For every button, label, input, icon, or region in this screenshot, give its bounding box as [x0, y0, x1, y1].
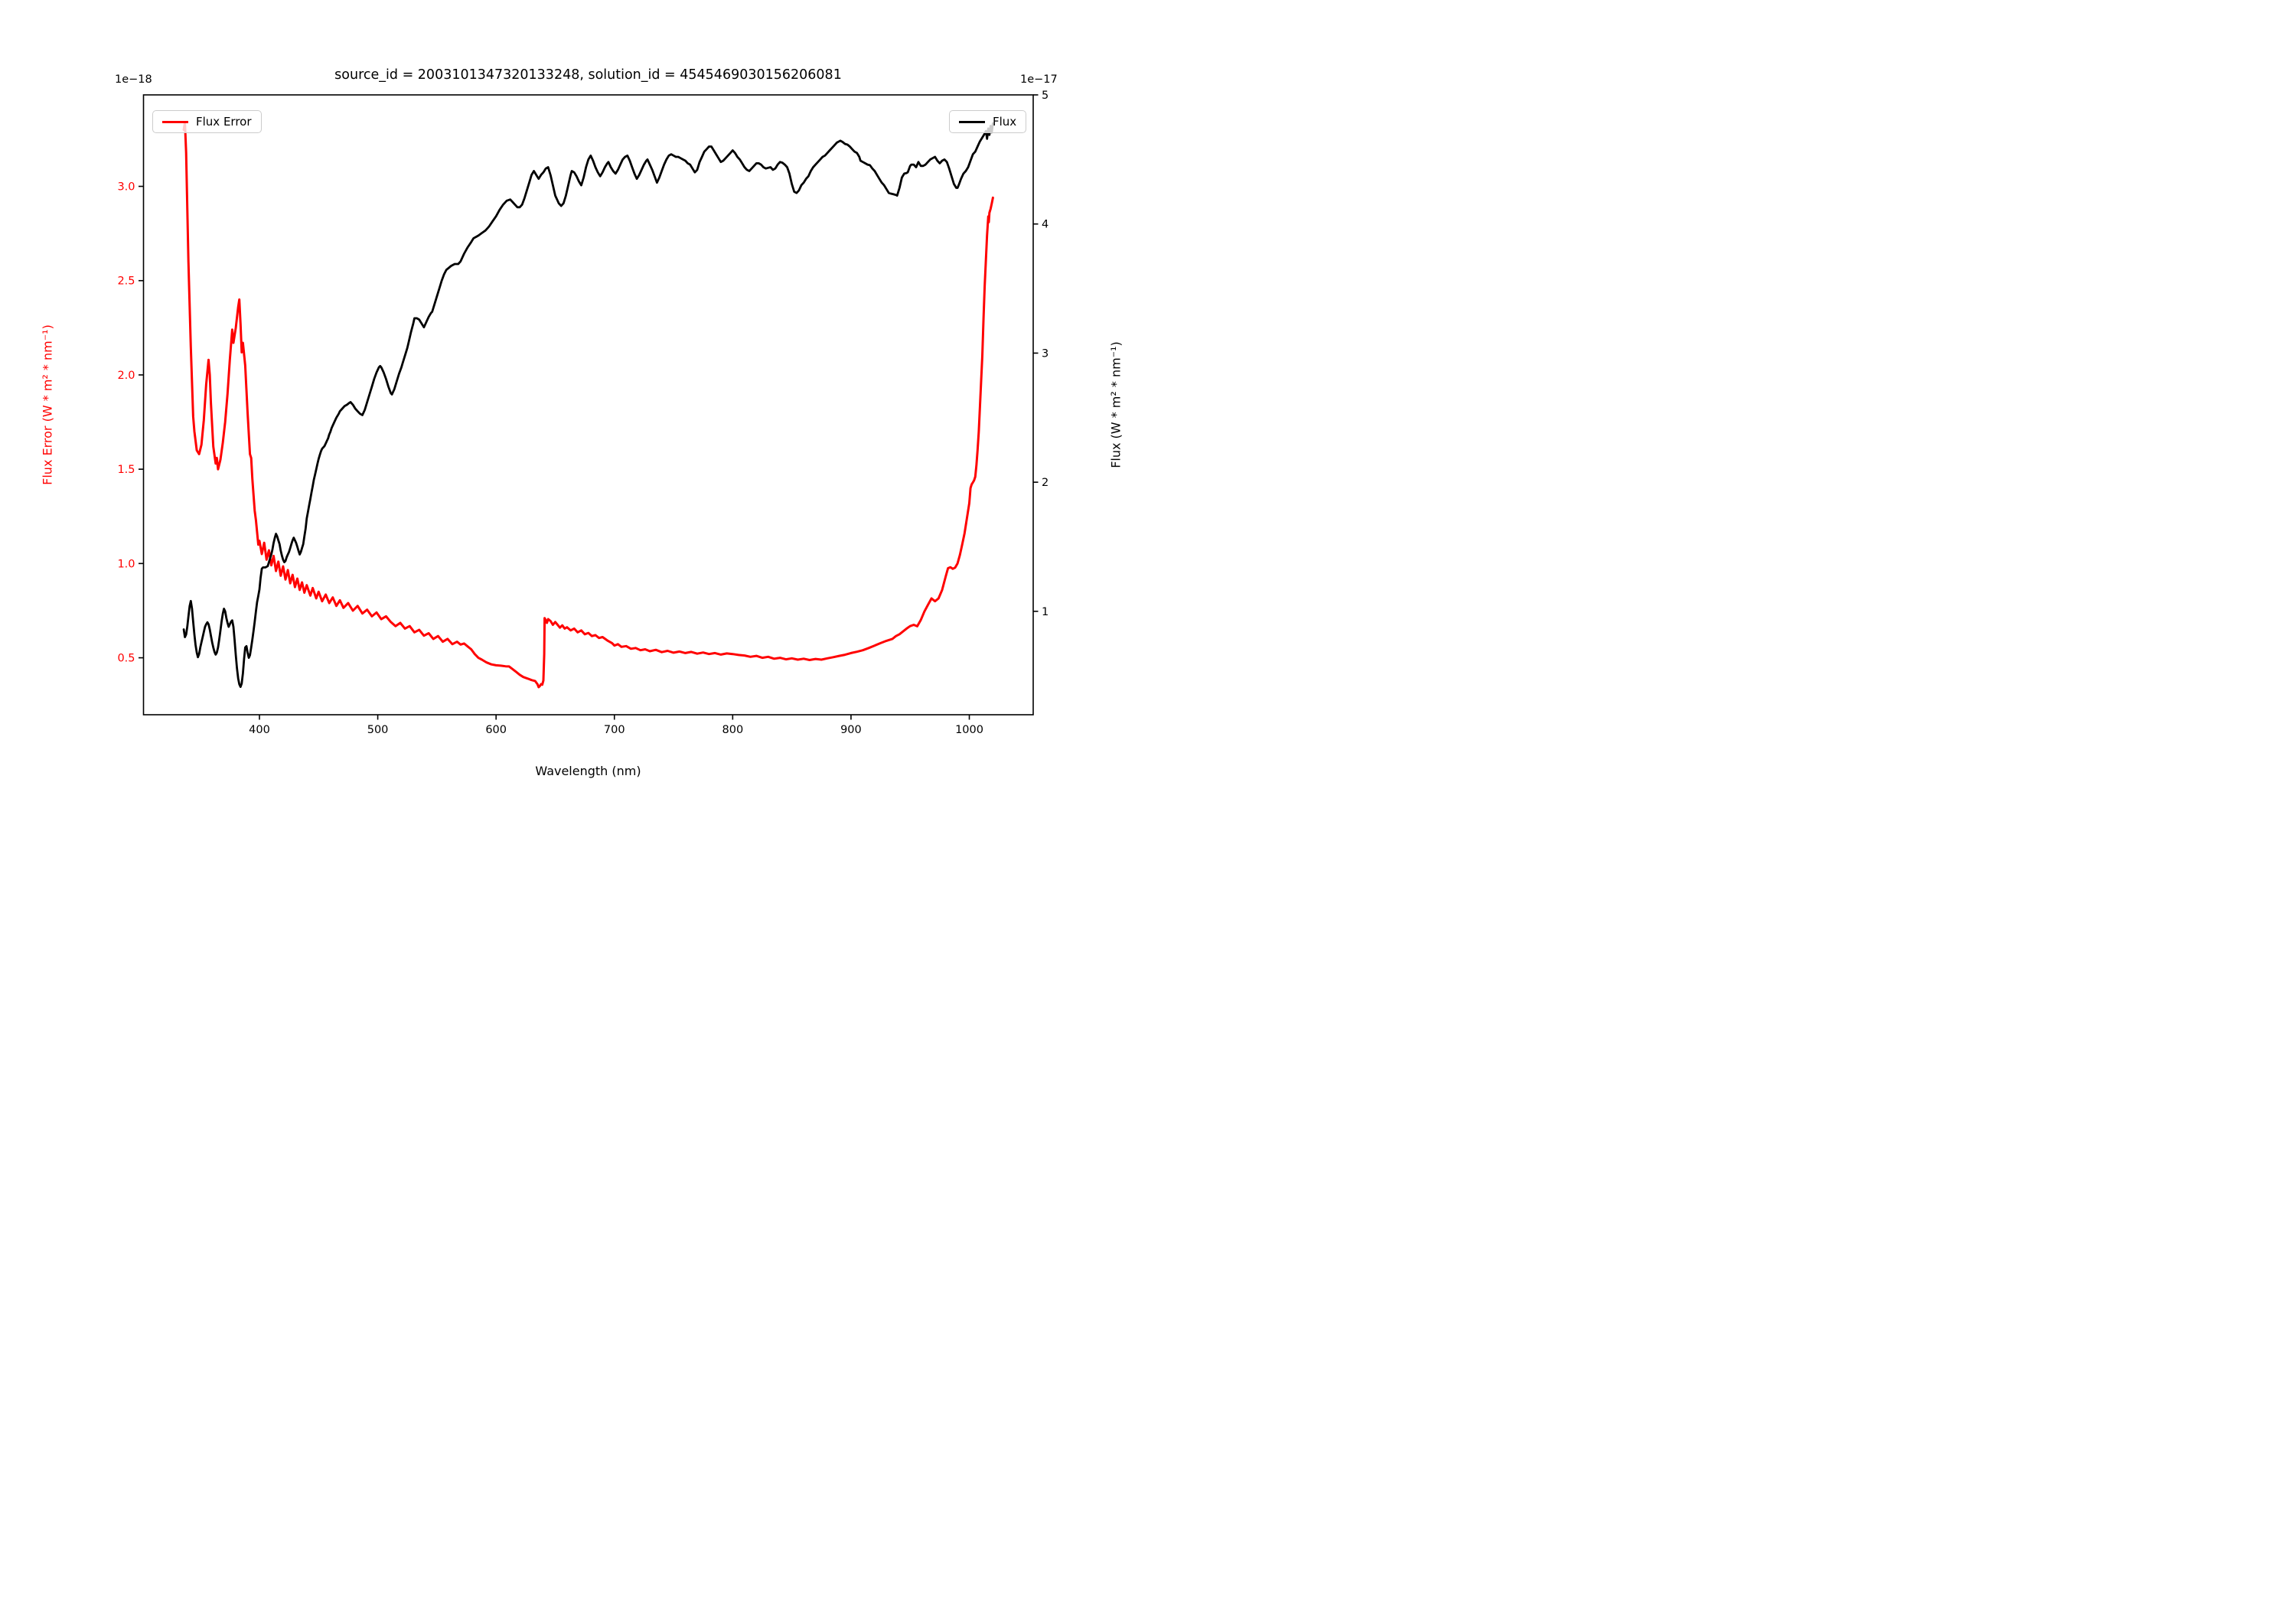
right-y-axis-label: Flux (W * m² * nm⁻¹) — [1108, 341, 1124, 468]
legend-label-flux-error: Flux Error — [196, 115, 252, 129]
svg-text:800: 800 — [722, 724, 744, 736]
flux-line-sample — [959, 120, 985, 123]
svg-text:4: 4 — [1042, 219, 1049, 231]
right-axis-scale-offset: 1e−17 — [1020, 73, 1058, 86]
svg-text:1.0: 1.0 — [117, 558, 135, 570]
svg-text:600: 600 — [485, 724, 507, 736]
flux-error-line-sample — [162, 120, 188, 123]
chart-title: source_id = 2003101347320133248, solutio… — [334, 67, 842, 83]
legend-flux: Flux — [949, 110, 1027, 133]
svg-text:700: 700 — [604, 724, 625, 736]
legend-label-flux: Flux — [993, 115, 1017, 129]
svg-text:2.5: 2.5 — [117, 275, 135, 288]
svg-text:400: 400 — [249, 724, 270, 736]
svg-text:500: 500 — [367, 724, 389, 736]
figure: 400 500 600 700 800 900 1000 0.5 1.0 1.5 2.0 2.5 3.0… — [0, 0, 1148, 804]
chart-canvas: 400 500 600 700 800 900 1000 0.5 1.0 1.5 2.0 2.5 3.0… — [117, 90, 1049, 736]
svg-text:3.0: 3.0 — [117, 181, 135, 194]
left-y-axis-label: Flux Error (W * m² * nm⁻¹) — [40, 324, 55, 485]
svg-text:5: 5 — [1042, 90, 1049, 102]
svg-text:1.5: 1.5 — [117, 464, 135, 476]
svg-text:1: 1 — [1042, 606, 1049, 618]
legend-flux-error: Flux Error — [152, 110, 262, 133]
svg-text:900: 900 — [840, 724, 862, 736]
svg-text:1000: 1000 — [955, 724, 983, 736]
svg-text:3: 3 — [1042, 347, 1049, 360]
svg-text:2.0: 2.0 — [117, 370, 135, 382]
svg-text:2: 2 — [1042, 477, 1049, 489]
x-axis-label: Wavelength (nm) — [535, 764, 641, 778]
left-axis-scale-offset: 1e−18 — [115, 73, 152, 86]
svg-text:0.5: 0.5 — [117, 653, 135, 665]
